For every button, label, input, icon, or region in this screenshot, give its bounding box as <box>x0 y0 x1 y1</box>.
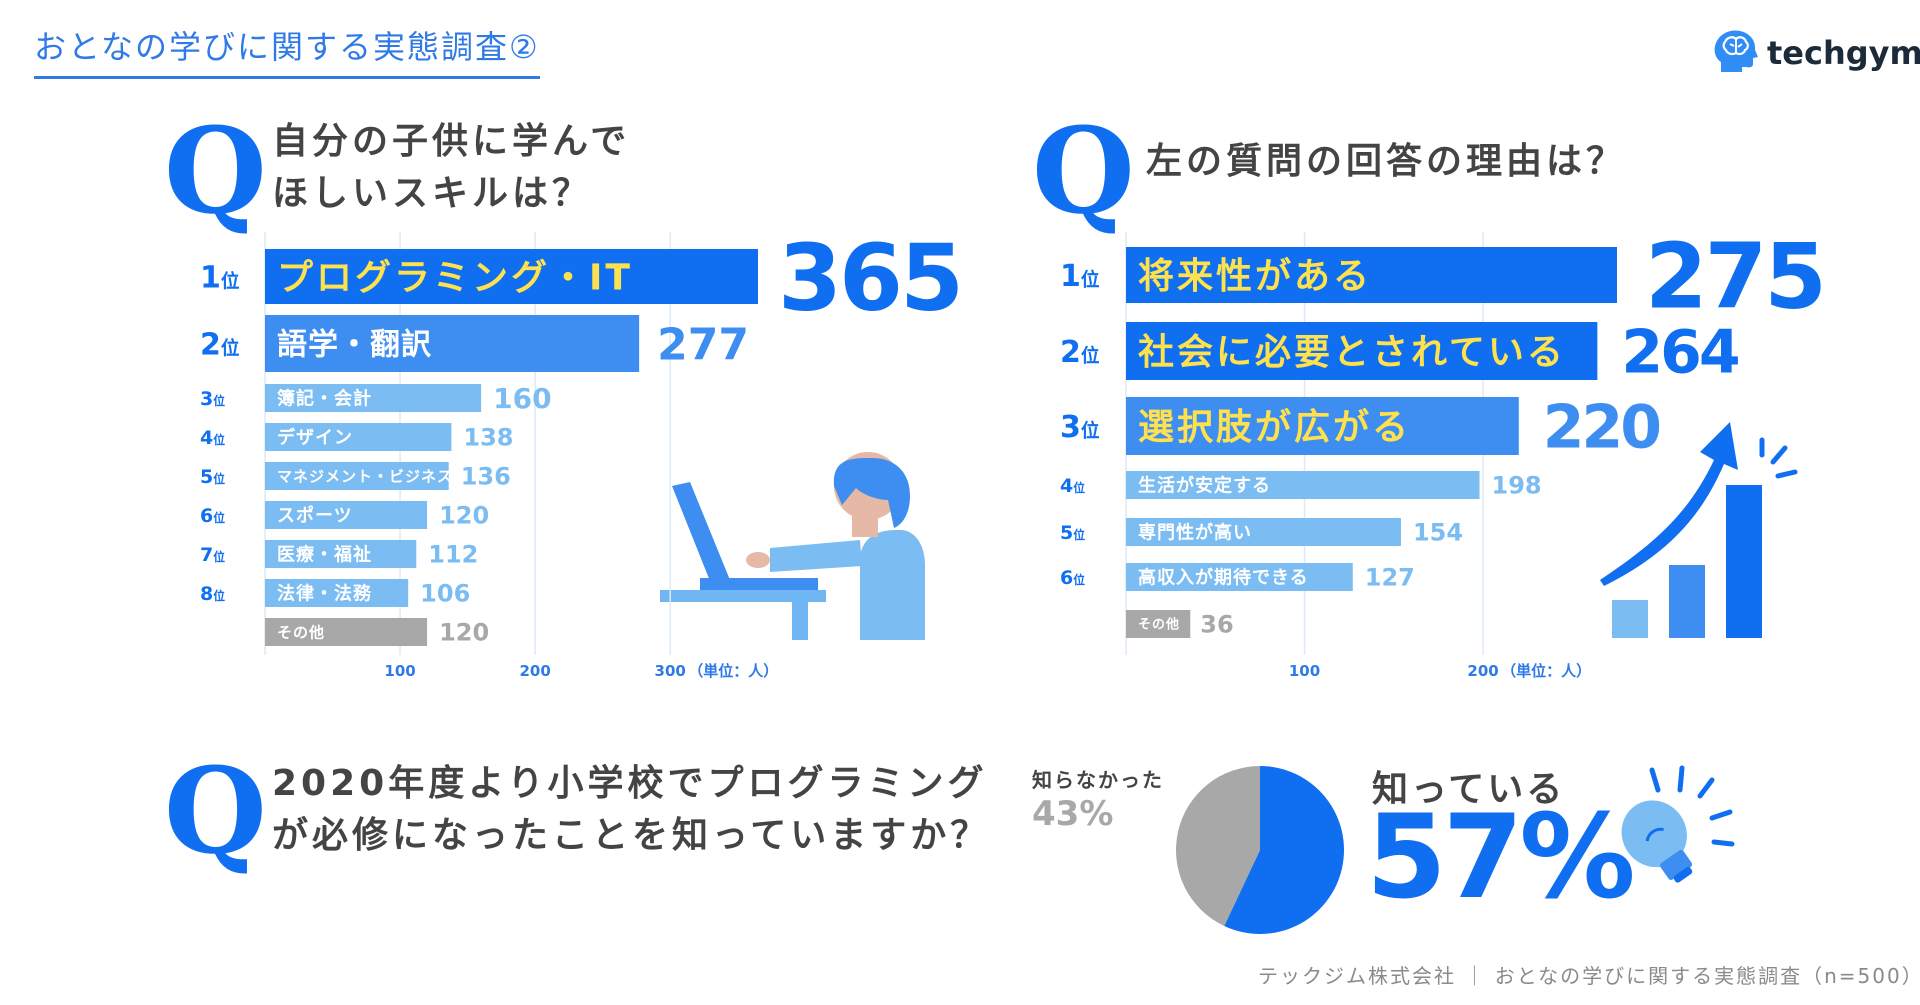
bar <box>265 423 452 451</box>
bar-value-label: 106 <box>420 580 470 608</box>
bar-value-label: 120 <box>439 502 489 530</box>
bar-category-label: 高収入が期待できる <box>1138 566 1309 588</box>
bar-category-label: 生活が安定する <box>1138 474 1271 496</box>
q1-mark: Q <box>164 101 267 240</box>
rank-label: 6位 <box>1060 567 1085 589</box>
q3-line2: が必修になったことを知っていますか？ <box>272 815 991 856</box>
q2-question: 左の質問の回答の理由は？ <box>1146 136 1626 188</box>
unit-label: （単位：人） <box>688 662 778 680</box>
brain-head-icon <box>1714 30 1758 72</box>
x-tick-label: 100 <box>384 662 415 680</box>
bar-category-label: 簿記・会計 <box>277 387 372 409</box>
x-tick-label: 100 <box>1289 662 1320 680</box>
bar-category-label: 語学・翻訳 <box>277 327 432 362</box>
rank-label: 3位 <box>1060 410 1100 445</box>
chart-awareness <box>1176 766 1344 934</box>
bar <box>1126 322 1598 380</box>
bar <box>1126 563 1353 591</box>
q1-line2: ほしいスキルは？ <box>272 173 593 214</box>
bar <box>265 315 640 372</box>
rank-label: 2位 <box>1060 335 1100 370</box>
bar <box>265 618 428 646</box>
bar-value-label: 264 <box>1621 318 1737 388</box>
q3-mark: Q <box>164 741 267 880</box>
rank-label: 5位 <box>1060 522 1085 544</box>
bar <box>1126 610 1191 638</box>
bar-category-label: その他 <box>1138 617 1180 633</box>
bar-category-label: マネジメント・ビジネス <box>277 467 453 485</box>
bar-value-label: 36 <box>1200 611 1233 639</box>
bar <box>265 501 428 529</box>
rank-label: 1位 <box>200 260 240 295</box>
pie-known-pct: 57% <box>1366 790 1636 925</box>
bar-value-label: 198 <box>1492 472 1542 500</box>
growth-arrow-illustration <box>1600 422 1798 638</box>
bar <box>265 579 409 607</box>
lightbulb-icon <box>1621 765 1735 883</box>
bar-category-label: 専門性が高い <box>1138 521 1252 543</box>
q2-line1: 左の質問の回答の理由は？ <box>1146 141 1627 182</box>
chart-skills: 100 200 300 （単位：人） 1位 プログラミング・IT 365 2位 語学・翻訳 277… <box>200 225 960 680</box>
bar <box>265 249 758 304</box>
bar-category-label: スポーツ <box>277 504 353 526</box>
rank-label: 3位 <box>200 388 225 410</box>
bar-value-label: 275 <box>1645 224 1824 329</box>
bar-category-label: 社会に必要とされている <box>1138 332 1566 373</box>
bar-value-label: 220 <box>1543 393 1659 463</box>
rank-label: 4位 <box>200 427 225 449</box>
rank-label: 8位 <box>200 583 225 605</box>
x-tick-label: 200 <box>1467 662 1498 680</box>
q3-line1: 2020年度より小学校でプログラミング <box>272 763 988 804</box>
pie-slice <box>1224 766 1344 934</box>
rank-label: 5位 <box>200 466 225 488</box>
bar-value-label: 365 <box>778 225 960 332</box>
bar-value-label: 112 <box>428 541 478 569</box>
bar-category-label: 将来性がある <box>1138 256 1372 297</box>
q2-mark: Q <box>1032 101 1135 240</box>
rank-label: 1位 <box>1060 259 1100 294</box>
bar <box>1126 247 1617 303</box>
pie-unknown-pct: 43% <box>1032 794 1114 834</box>
x-tick-label: 300 <box>655 662 686 680</box>
bar <box>265 384 482 412</box>
brand-name: techgym <box>1767 34 1920 72</box>
bar-value-label: 120 <box>439 619 489 647</box>
pie-unknown-label: 知らなかった <box>1032 768 1164 792</box>
page-title: おとなの学びに関する実態調査② <box>34 22 540 79</box>
bar <box>1126 397 1519 455</box>
bar-category-label: 法律・法務 <box>277 582 372 604</box>
bar <box>265 462 449 490</box>
bar <box>1126 518 1401 546</box>
child-laptop-illustration <box>660 452 925 640</box>
rank-label: 4位 <box>1060 475 1085 497</box>
rank-label: 7位 <box>200 544 225 566</box>
bar-category-label: デザイン <box>277 426 353 448</box>
bar-value-label: 160 <box>493 382 551 415</box>
bar-value-label: 127 <box>1365 564 1415 592</box>
q3-question: 2020年度より小学校でプログラミング が必修になったことを知っていますか？ <box>272 758 990 862</box>
pie-known-label: 知っている <box>1372 769 1566 810</box>
bar-value-label: 277 <box>657 319 749 370</box>
q1-question: 自分の子供に学んで ほしいスキルは？ <box>272 116 630 220</box>
bar-category-label: プログラミング・IT <box>277 257 633 298</box>
bar-value-label: 138 <box>463 424 513 452</box>
x-tick-label: 200 <box>519 662 550 680</box>
brand-logo: techgym <box>1713 28 1920 78</box>
chart-reasons: 100 200 （単位：人） 1位 将来性がある 275 2位 社会に必要とされている 264 3… <box>1060 224 1827 680</box>
bar-category-label: 選択肢が広がる <box>1138 407 1411 448</box>
bar <box>265 540 417 568</box>
footer-credit: テックジム株式会社 ｜ おとなの学びに関する実態調査（n=500） <box>1258 964 1920 988</box>
rank-label: 2位 <box>200 327 240 362</box>
bar-value-label: 136 <box>461 463 511 491</box>
unit-label: （単位：人） <box>1501 662 1591 680</box>
bar <box>1126 471 1480 499</box>
bar-category-label: 医療・福祉 <box>277 543 372 565</box>
q1-line1: 自分の子供に学んで <box>272 121 631 162</box>
bar-value-label: 154 <box>1413 519 1463 547</box>
pie-slice <box>1176 766 1260 927</box>
rank-label: 6位 <box>200 505 225 527</box>
bar-category-label: その他 <box>277 623 325 641</box>
